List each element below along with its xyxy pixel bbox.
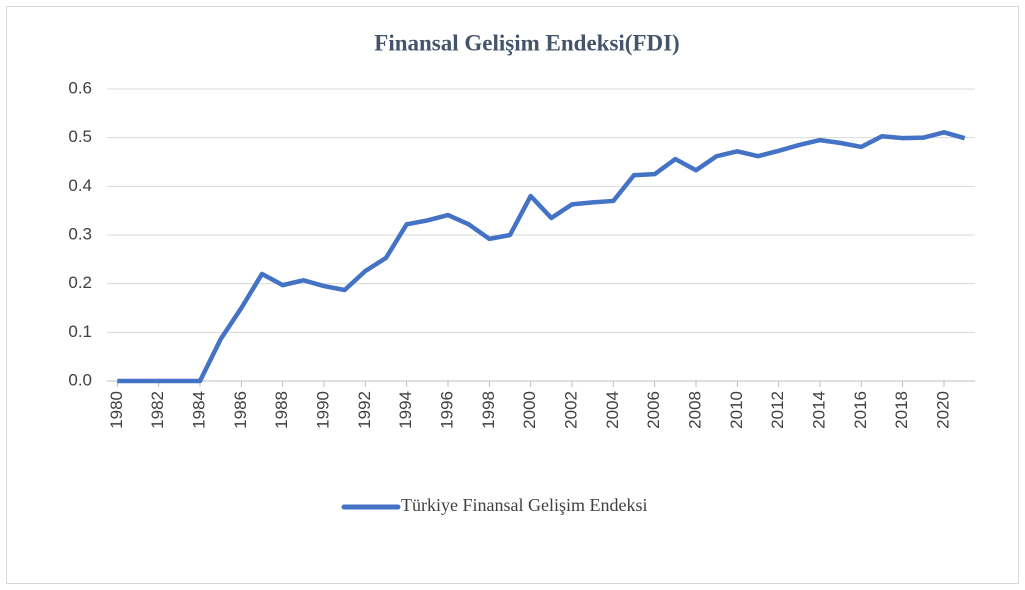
y-tick-label: 0.6 [68, 78, 92, 97]
y-tick-label: 0.1 [68, 322, 92, 341]
x-tick-label: 2006 [644, 391, 663, 429]
legend-label: Türkiye Finansal Gelişim Endeksi [401, 495, 647, 515]
x-tick-label: 2002 [561, 391, 580, 429]
y-tick-label: 0.4 [68, 176, 92, 195]
x-tick-label: 1988 [272, 391, 291, 429]
x-tick-label: 2004 [603, 391, 622, 429]
x-tick-label: 2018 [892, 391, 911, 429]
y-tick-label: 0.2 [68, 273, 92, 292]
y-tick-label: 0.5 [68, 127, 92, 146]
x-tick-label: 1990 [313, 391, 332, 429]
x-tick-label: 1980 [107, 391, 126, 429]
x-tick-label: 1982 [148, 391, 167, 429]
x-tick-label: 1984 [189, 391, 208, 429]
chart-title: Finansal Gelişim Endeksi(FDI) [374, 30, 679, 55]
x-tick-label: 2008 [685, 391, 704, 429]
x-tick-label: 2010 [727, 391, 746, 429]
x-tick-label: 1994 [396, 391, 415, 429]
y-tick-label: 0.3 [68, 224, 92, 243]
x-tick-label: 2016 [851, 391, 870, 429]
x-tick-label: 2020 [933, 391, 952, 429]
x-tick-label: 1992 [355, 391, 374, 429]
x-tick-label: 1998 [479, 391, 498, 429]
x-tick-label: 1986 [231, 391, 250, 429]
chart-frame [6, 6, 1019, 584]
x-tick-label: 1996 [437, 391, 456, 429]
x-tick-label: 2000 [520, 391, 539, 429]
line-series [117, 130, 966, 384]
x-tick-label: 2014 [809, 391, 828, 429]
x-tick-label: 2012 [768, 391, 787, 429]
y-tick-label: 0.0 [68, 370, 92, 389]
